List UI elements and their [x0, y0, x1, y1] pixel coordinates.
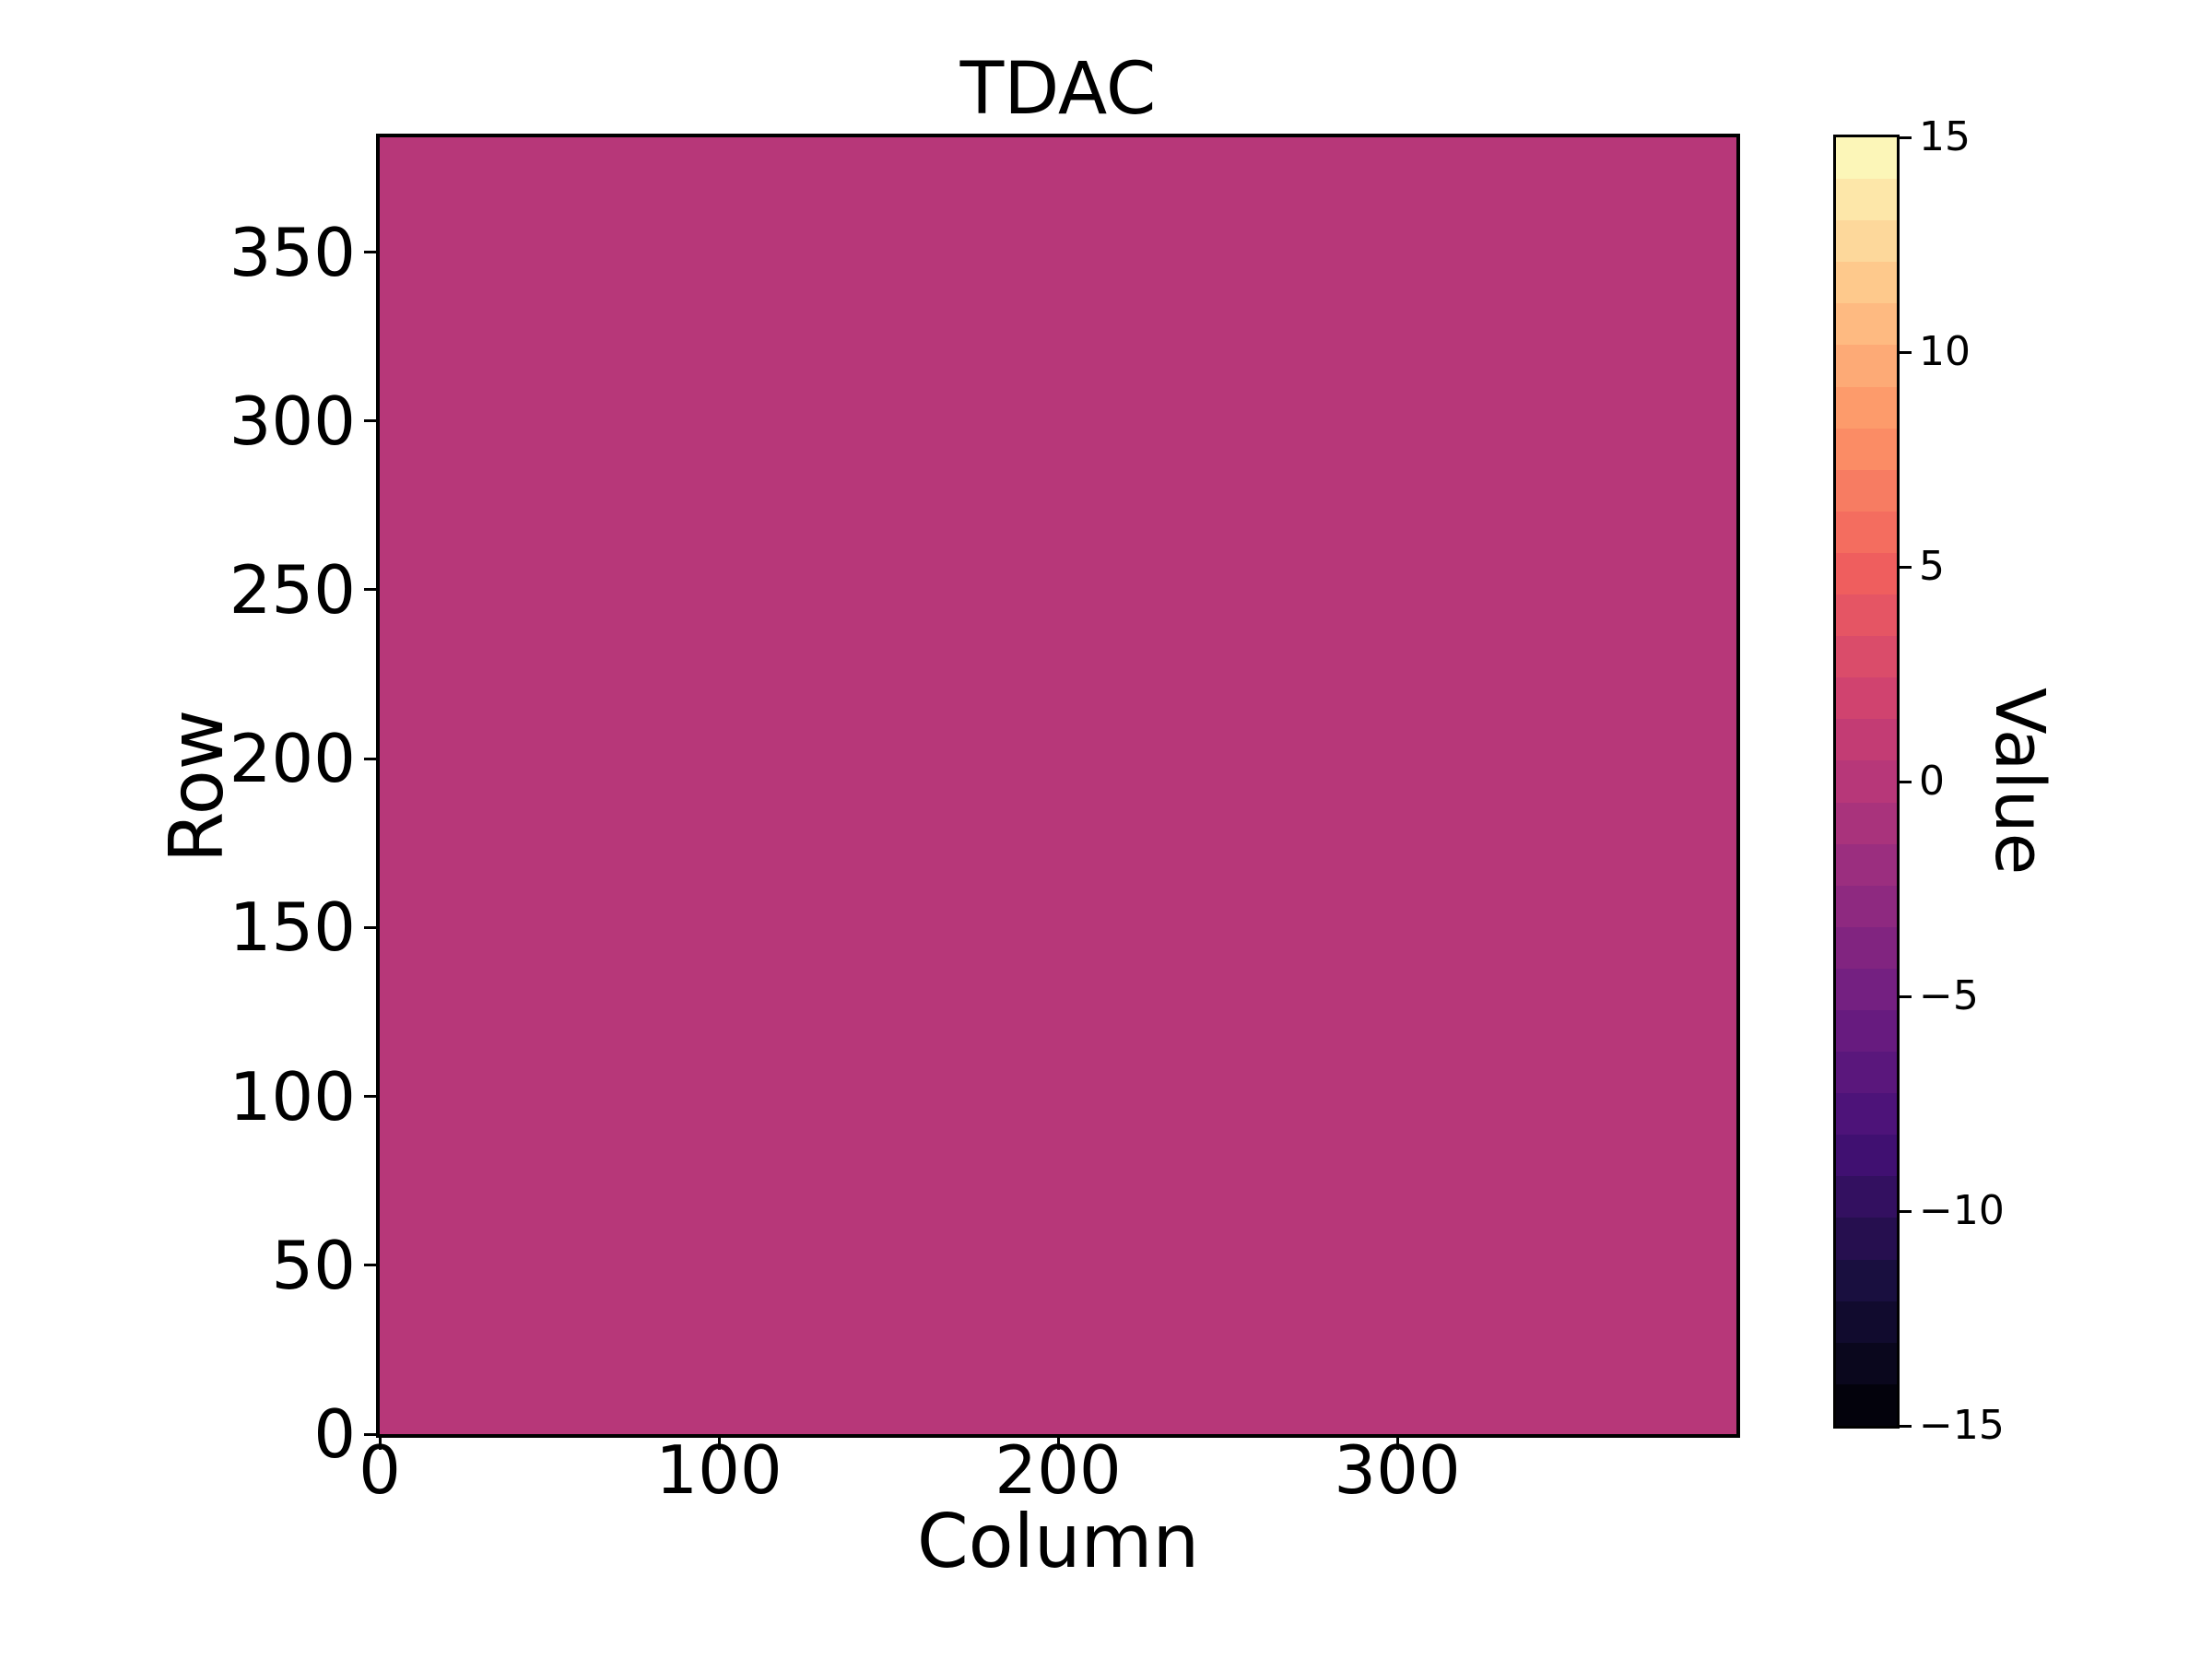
y-tick-label: 150	[229, 888, 356, 967]
colorbar-band	[1836, 511, 1897, 553]
colorbar-band	[1836, 386, 1897, 429]
colorbar-band	[1836, 1342, 1897, 1384]
x-tick-mark	[1395, 1438, 1399, 1450]
y-tick-mark	[364, 419, 376, 423]
colorbar-band	[1836, 968, 1897, 1010]
colorbar-band	[1836, 1176, 1897, 1218]
colorbar-band	[1836, 677, 1897, 720]
y-tick-label: 100	[229, 1057, 356, 1135]
x-tick-label: 0	[359, 1431, 401, 1509]
colorbar-tick-mark	[1900, 994, 1912, 998]
colorbar-band	[1836, 885, 1897, 927]
y-tick-mark	[364, 251, 376, 254]
colorbar-tick-label: 15	[1919, 113, 1971, 160]
colorbar-tick-mark	[1900, 350, 1912, 354]
y-tick-label: 350	[229, 213, 356, 291]
y-tick-mark	[364, 1095, 376, 1099]
colorbar-band	[1836, 802, 1897, 844]
y-tick-label: 0	[313, 1395, 356, 1473]
colorbar-tick-label: −15	[1919, 1402, 2005, 1449]
colorbar-band	[1836, 1009, 1897, 1053]
x-tick-label: 300	[1334, 1431, 1461, 1509]
x-tick-mark	[1056, 1438, 1060, 1450]
heatmap-area	[376, 134, 1740, 1438]
colorbar-band	[1836, 1383, 1897, 1426]
y-tick-mark	[364, 925, 376, 929]
y-tick-label: 50	[271, 1226, 356, 1304]
colorbar-band	[1836, 1218, 1897, 1260]
colorbar-band	[1836, 1093, 1897, 1135]
colorbar-band	[1836, 1259, 1897, 1301]
colorbar-band	[1836, 719, 1897, 761]
colorbar-tick-mark	[1900, 565, 1912, 569]
colorbar-band	[1836, 220, 1897, 263]
colorbar	[1833, 135, 1900, 1429]
colorbar-tick-label: 5	[1919, 543, 1945, 590]
colorbar-band	[1836, 469, 1897, 512]
colorbar-tick-mark	[1900, 1209, 1912, 1213]
x-axis-label: Column	[916, 1499, 1200, 1584]
y-tick-mark	[364, 1264, 376, 1267]
y-tick-label: 200	[229, 720, 356, 798]
colorbar-band	[1836, 926, 1897, 969]
colorbar-band	[1836, 552, 1897, 595]
colorbar-band	[1836, 179, 1897, 221]
colorbar-band	[1836, 262, 1897, 304]
x-tick-label: 200	[994, 1431, 1122, 1509]
colorbar-tick-label: −5	[1919, 972, 1979, 1019]
colorbar-tick-label: 0	[1919, 758, 1945, 805]
y-tick-mark	[364, 588, 376, 592]
colorbar-band	[1836, 1300, 1897, 1343]
colorbar-band	[1836, 594, 1897, 637]
colorbar-band	[1836, 760, 1897, 803]
colorbar-band	[1836, 1052, 1897, 1094]
colorbar-band	[1836, 137, 1897, 180]
x-tick-mark	[378, 1438, 382, 1450]
colorbar-band	[1836, 636, 1897, 678]
x-tick-label: 100	[655, 1431, 782, 1509]
colorbar-band	[1836, 303, 1897, 346]
y-tick-label: 300	[229, 382, 356, 460]
colorbar-band	[1836, 1135, 1897, 1177]
x-tick-mark	[717, 1438, 721, 1450]
colorbar-tick-mark	[1900, 1424, 1912, 1428]
colorbar-tick-mark	[1900, 780, 1912, 783]
colorbar-tick-mark	[1900, 135, 1912, 139]
colorbar-band	[1836, 843, 1897, 886]
colorbar-band	[1836, 428, 1897, 470]
y-tick-label: 250	[229, 550, 356, 629]
y-tick-mark	[364, 1432, 376, 1436]
colorbar-tick-label: 10	[1919, 328, 1971, 375]
y-tick-mark	[364, 757, 376, 760]
colorbar-band	[1836, 345, 1897, 387]
chart-title: TDAC	[959, 48, 1157, 131]
colorbar-label: Value	[1980, 688, 2059, 876]
colorbar-tick-label: −10	[1919, 1187, 2005, 1234]
